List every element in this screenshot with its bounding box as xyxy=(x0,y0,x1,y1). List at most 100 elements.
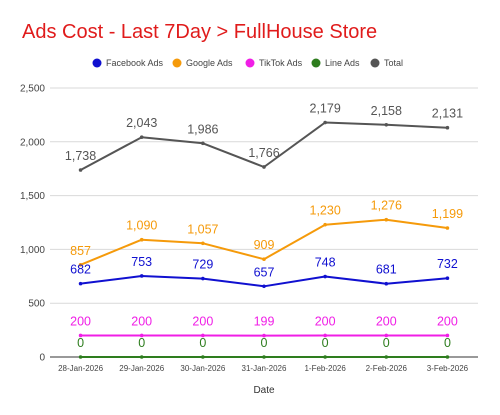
x-tick-label: 29-Jan-2026 xyxy=(119,364,164,373)
data-point xyxy=(323,120,327,125)
data-point xyxy=(201,241,205,246)
data-point xyxy=(139,237,144,242)
data-point xyxy=(445,125,450,130)
data-point xyxy=(78,355,83,359)
data-label: 199 xyxy=(254,315,275,329)
data-point xyxy=(384,333,389,338)
data-label: 0 xyxy=(261,336,268,350)
data-label: 657 xyxy=(254,265,275,279)
data-point xyxy=(323,355,327,359)
data-label: 729 xyxy=(192,258,213,272)
data-point xyxy=(262,165,266,169)
data-point xyxy=(445,333,450,338)
grid-lines xyxy=(50,87,478,304)
data-labels: 0 0 0 0 0 0 0 200 200 200 199 200 200 200 682 753 729 657… xyxy=(65,102,463,350)
data-label: 682 xyxy=(70,263,91,277)
data-point xyxy=(201,141,205,146)
data-point xyxy=(78,333,83,338)
data-label: 0 xyxy=(77,336,84,350)
data-point xyxy=(262,284,266,289)
data-label: 200 xyxy=(315,314,336,328)
data-label: 909 xyxy=(254,238,275,252)
data-label: 732 xyxy=(437,257,458,271)
data-label: 0 xyxy=(444,336,451,350)
data-label: 0 xyxy=(322,336,329,350)
data-point xyxy=(201,276,205,281)
data-label: 200 xyxy=(376,314,397,328)
data-label: 1,766 xyxy=(248,146,279,160)
data-label: 2,131 xyxy=(432,107,463,121)
data-label: 200 xyxy=(131,314,152,328)
data-label: 1,199 xyxy=(432,207,463,221)
data-point xyxy=(78,168,83,172)
x-axis-title: Date xyxy=(253,385,275,396)
data-point xyxy=(201,355,205,359)
data-point xyxy=(384,122,389,127)
data-point xyxy=(384,355,389,359)
data-point xyxy=(139,333,144,338)
data-label: 0 xyxy=(138,336,145,350)
data-point xyxy=(201,333,205,338)
x-tick-label: 2-Feb-2026 xyxy=(366,364,408,373)
data-point xyxy=(323,274,327,279)
data-point xyxy=(262,257,266,261)
legend-marker xyxy=(92,58,102,68)
y-tick-label: 2,000 xyxy=(20,137,45,148)
data-point xyxy=(445,276,450,281)
data-point xyxy=(139,355,144,359)
x-tick-label: 28-Jan-2026 xyxy=(58,364,103,373)
x-tick-label: 1-Feb-2026 xyxy=(304,364,346,373)
data-label: 1,057 xyxy=(187,222,218,236)
legend-label: Line Ads xyxy=(325,58,360,68)
y-tick-label: 2,500 xyxy=(20,84,45,95)
legend-marker xyxy=(370,58,380,68)
data-label: 2,043 xyxy=(126,116,157,130)
data-label: 0 xyxy=(383,336,390,350)
chart-title: Ads Cost - Last 7Day > FullHouse Store xyxy=(22,21,378,43)
axes: 0 500 1,000 1,500 2,000 2,500 28-Jan-2026 29-Ja… xyxy=(20,84,478,373)
data-label: 1,986 xyxy=(187,122,218,136)
legend-label: Google Ads xyxy=(186,58,233,68)
data-point xyxy=(262,355,266,359)
data-point xyxy=(262,333,266,338)
legend-marker xyxy=(172,58,182,68)
legend-label: TikTok Ads xyxy=(259,58,303,68)
legend-label: Total xyxy=(384,58,403,68)
data-label: 681 xyxy=(376,263,397,277)
data-label: 2,158 xyxy=(371,104,402,118)
data-label: 2,179 xyxy=(310,102,341,116)
data-label: 200 xyxy=(70,314,91,328)
data-label: 1,230 xyxy=(310,204,341,218)
data-label: 857 xyxy=(70,244,91,258)
x-tick-label: 30-Jan-2026 xyxy=(180,364,225,373)
x-tick-label: 31-Jan-2026 xyxy=(242,364,287,373)
y-tick-label: 1,000 xyxy=(20,245,45,256)
data-point xyxy=(78,281,83,286)
data-label: 1,090 xyxy=(126,219,157,233)
x-tick-label: 3-Feb-2026 xyxy=(427,364,469,373)
data-point xyxy=(323,333,327,338)
data-label: 200 xyxy=(192,314,213,328)
legend-marker xyxy=(245,58,255,68)
data-label: 1,276 xyxy=(371,199,402,213)
data-point xyxy=(139,135,144,139)
data-label: 753 xyxy=(131,255,152,269)
data-point xyxy=(323,222,327,227)
legend-marker xyxy=(311,58,321,68)
legend-label: Facebook Ads xyxy=(106,58,164,68)
data-point xyxy=(139,274,144,278)
data-point xyxy=(384,281,389,286)
legend: Facebook Ads Google Ads TikTok Ads Line Ads… xyxy=(92,58,403,68)
data-label: 0 xyxy=(199,336,206,350)
data-point xyxy=(445,226,450,230)
series-lines xyxy=(78,120,450,359)
data-point xyxy=(445,355,450,359)
y-tick-label: 500 xyxy=(28,299,45,310)
data-label: 200 xyxy=(437,314,458,328)
data-label: 1,738 xyxy=(65,149,96,163)
data-point xyxy=(78,262,83,267)
y-tick-label: 0 xyxy=(39,353,45,364)
data-label: 748 xyxy=(315,256,336,270)
